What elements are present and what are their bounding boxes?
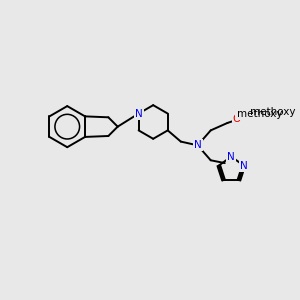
Text: N: N (135, 109, 142, 118)
Text: N: N (240, 160, 248, 171)
Text: methoxy: methoxy (236, 109, 282, 118)
Text: N: N (227, 152, 235, 161)
Text: O: O (233, 114, 241, 124)
Text: N: N (194, 140, 202, 150)
Text: methoxy: methoxy (250, 107, 296, 117)
